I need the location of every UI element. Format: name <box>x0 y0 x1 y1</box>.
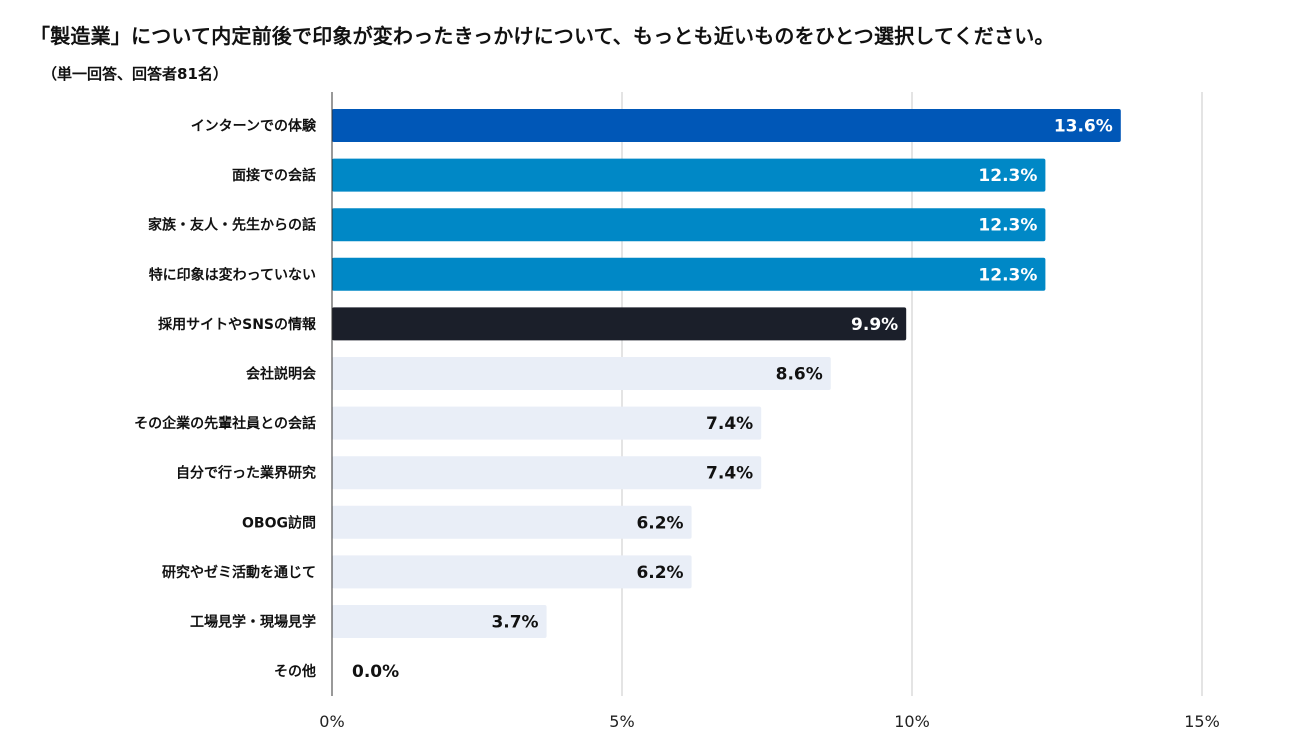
chart-subtitle: （単一回答、回答者81名） <box>42 65 228 83</box>
x-tick-label-0: 0% <box>319 712 344 731</box>
category-label-7: 自分で行った業界研究 <box>176 465 316 482</box>
value-label-2: 12.3% <box>978 216 1037 236</box>
value-label-5: 8.6% <box>776 365 823 385</box>
category-label-3: 特に印象は変わっていない <box>149 266 316 283</box>
category-label-2: 家族・友人・先生からの話 <box>148 217 316 234</box>
x-tick-label-2: 10% <box>894 712 930 731</box>
bar-2 <box>332 208 1046 242</box>
bar-7 <box>332 456 762 490</box>
value-label-10: 3.7% <box>491 613 538 633</box>
chart-title: 「製造業」について内定前後で印象が変わったきっかけについて、もっとも近いものをひ… <box>30 24 1055 48</box>
category-label-0: インターンでの体験 <box>191 118 317 135</box>
category-label-10: 工場見学・現場見学 <box>190 614 316 631</box>
bar-5 <box>332 357 831 390</box>
value-label-3: 12.3% <box>978 265 1037 285</box>
bar-9 <box>332 555 692 589</box>
x-tick-label-1: 5% <box>609 712 634 731</box>
value-label-9: 6.2% <box>636 563 683 583</box>
bar-4 <box>332 307 907 341</box>
bar-6 <box>332 406 762 440</box>
x-tick-label-3: 15% <box>1184 712 1220 731</box>
value-label-4: 9.9% <box>851 315 898 335</box>
category-label-11: その他 <box>274 663 316 680</box>
value-label-6: 7.4% <box>706 414 753 434</box>
bar-3 <box>332 257 1046 291</box>
value-label-0: 13.6% <box>1054 117 1113 137</box>
value-label-11: 0.0% <box>352 662 399 682</box>
category-label-9: 研究やゼミ活動を通じて <box>162 564 316 581</box>
bar-8 <box>332 505 692 539</box>
bar-1 <box>332 158 1046 192</box>
bar-10 <box>332 605 547 638</box>
value-label-1: 12.3% <box>978 166 1037 186</box>
bar-0 <box>332 109 1121 142</box>
value-label-7: 7.4% <box>706 464 753 484</box>
value-label-8: 6.2% <box>636 513 683 533</box>
category-label-4: 採用サイトやSNSの情報 <box>158 316 317 333</box>
category-label-1: 面接での会話 <box>232 167 316 184</box>
category-label-6: その企業の先輩社員との会話 <box>134 415 316 432</box>
category-label-5: 会社説明会 <box>246 366 317 383</box>
category-label-8: OBOG訪問 <box>242 514 316 531</box>
